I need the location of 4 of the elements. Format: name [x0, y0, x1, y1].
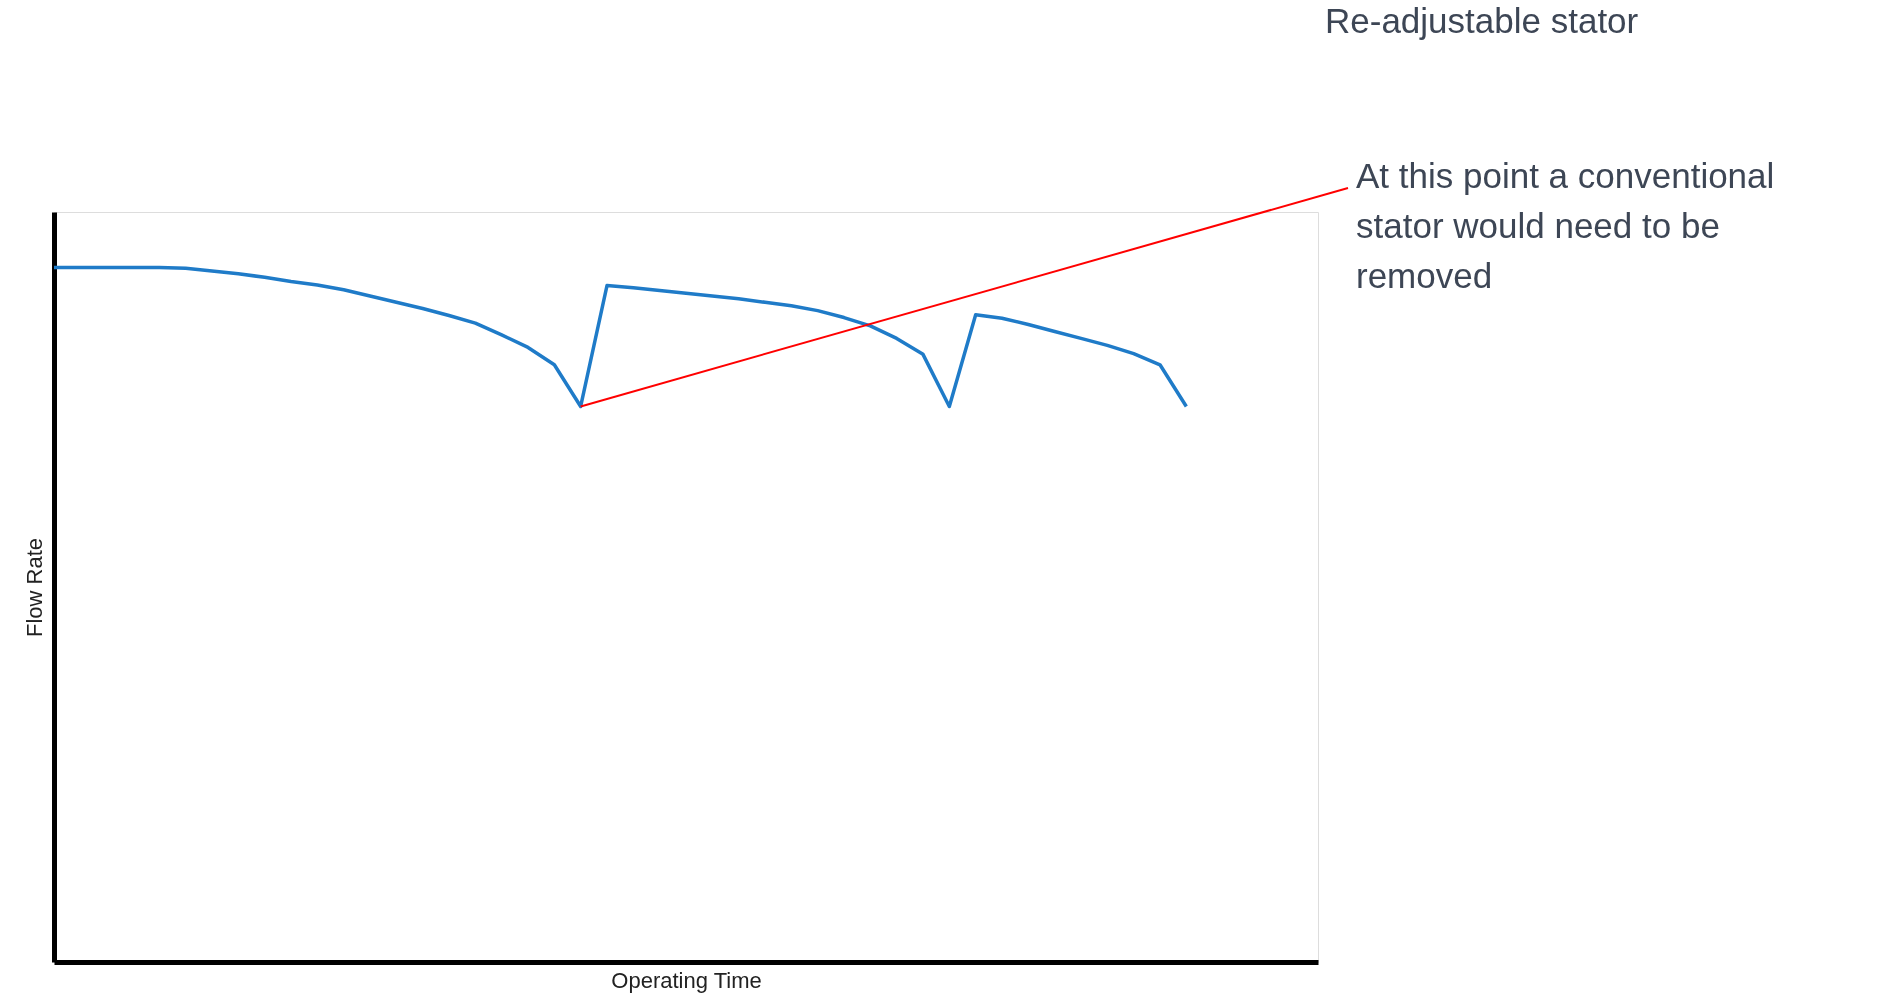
text: At this point a conventional stator would need to be removed [1356, 156, 1775, 295]
text: Re-adjustable stator [1325, 1, 1639, 40]
x-axis-title: Operating Time [611, 967, 762, 993]
y-axis-title: Flow Rate [21, 537, 47, 638]
